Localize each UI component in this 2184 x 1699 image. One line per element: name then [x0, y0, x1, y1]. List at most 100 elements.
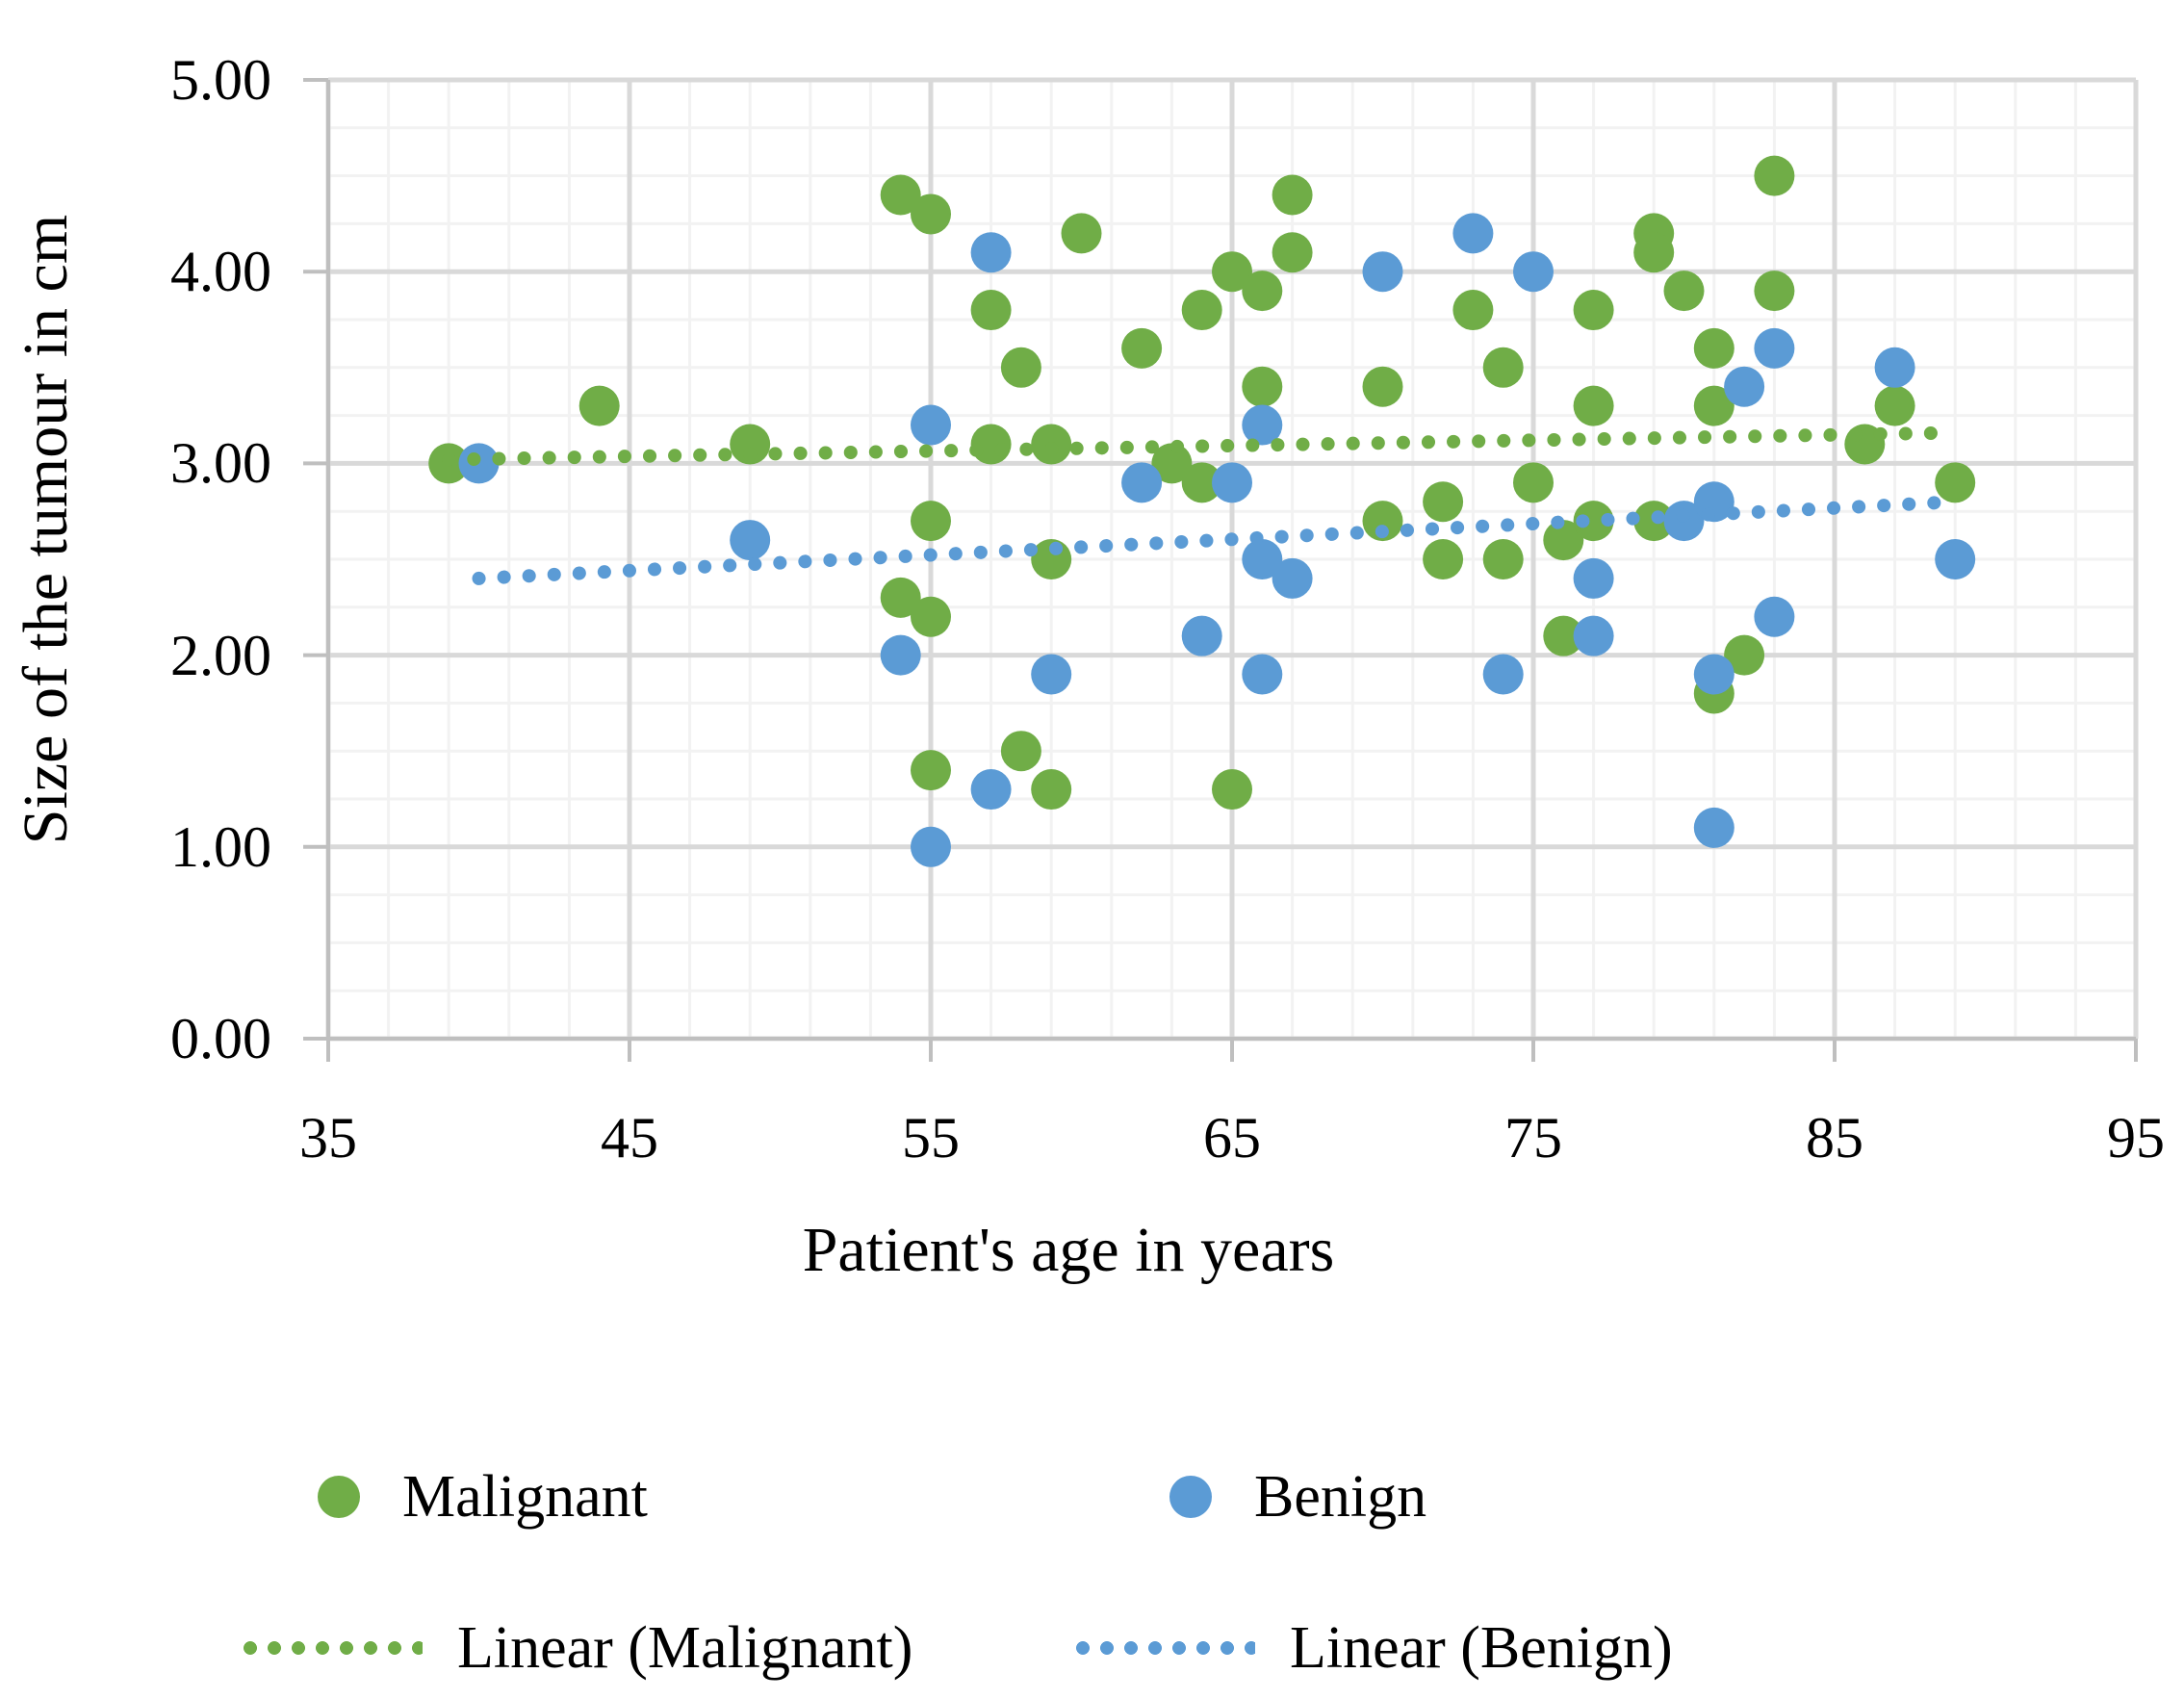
x-axis-title: Patient's age in years [802, 1215, 1335, 1285]
data-point-malignant [1573, 290, 1614, 331]
data-point-malignant [1151, 443, 1193, 484]
data-point-malignant [911, 193, 951, 235]
data-point-malignant [1242, 270, 1283, 312]
data-point-benign [1724, 366, 1765, 407]
data-point-malignant [1754, 155, 1795, 196]
data-point-malignant [1452, 290, 1494, 331]
data-point-benign [911, 826, 951, 867]
data-point-benign [1573, 615, 1614, 656]
data-point-benign [1242, 539, 1283, 579]
data-point-benign [1362, 251, 1403, 293]
legend-label-benign: Benign [1254, 1464, 1427, 1530]
x-tick-label: 35 [299, 1106, 357, 1170]
legend-item-linear-benign: Linear (Benign) [1076, 1618, 1673, 1678]
data-point-benign [1242, 404, 1283, 446]
data-point-malignant [1181, 462, 1222, 503]
data-point-benign [1031, 654, 1072, 695]
data-point-malignant [1482, 347, 1524, 388]
data-point-malignant [730, 424, 771, 465]
data-point-malignant [1724, 634, 1765, 676]
data-point-benign [1693, 807, 1734, 848]
data-point-malignant [1693, 327, 1734, 369]
x-tick-label: 85 [1806, 1106, 1863, 1170]
y-tick-label: 1.00 [170, 814, 271, 879]
data-point-benign [970, 769, 1012, 811]
data-point-malignant [1121, 327, 1163, 369]
data-point-malignant [1693, 385, 1734, 426]
data-point-malignant [1543, 520, 1584, 561]
data-point-malignant [911, 501, 951, 542]
data-point-malignant [1362, 366, 1403, 407]
data-point-malignant [1272, 174, 1313, 216]
data-point-benign [970, 232, 1012, 273]
data-point-benign [1513, 251, 1554, 293]
data-point-malignant [1754, 270, 1795, 312]
data-point-benign [1212, 462, 1252, 503]
data-point-benign [1754, 596, 1795, 637]
y-tick-label: 2.00 [170, 623, 271, 687]
data-point-malignant [1031, 769, 1072, 811]
data-point-benign [1935, 539, 1976, 579]
data-point-malignant [970, 290, 1012, 331]
benign-marker-icon [1169, 1476, 1212, 1518]
data-point-benign [1272, 557, 1313, 599]
data-point-benign [1482, 654, 1524, 695]
legend-item-malignant: Malignant [318, 1467, 648, 1527]
data-point-malignant [1362, 501, 1403, 542]
x-tick-label: 75 [1504, 1106, 1562, 1170]
data-point-malignant [1633, 232, 1675, 273]
legend-label-linear-malignant: Linear (Malignant) [457, 1615, 913, 1681]
data-point-malignant [1874, 385, 1915, 426]
data-point-malignant [1000, 731, 1041, 772]
data-point-malignant [911, 596, 951, 637]
trendline-malignant [442, 425, 1963, 467]
data-point-malignant [1573, 385, 1614, 426]
data-point-malignant [1663, 270, 1705, 312]
data-point-benign [730, 520, 771, 561]
data-point-malignant [880, 174, 921, 216]
legend-item-benign: Benign [1169, 1467, 1426, 1527]
benign-trendline-icon [1076, 1640, 1255, 1656]
data-point-malignant [578, 385, 620, 426]
x-tick-label: 55 [902, 1106, 960, 1170]
data-point-benign [880, 634, 921, 676]
data-point-malignant [1242, 366, 1283, 407]
data-point-benign [911, 404, 951, 446]
data-point-malignant [1513, 462, 1554, 503]
data-point-malignant [1212, 769, 1252, 811]
data-point-benign [1573, 557, 1614, 599]
data-point-benign [1874, 347, 1915, 388]
legend-label-malignant: Malignant [402, 1464, 648, 1530]
y-tick-label: 4.00 [170, 240, 271, 304]
legend-item-linear-malignant: Linear (Malignant) [244, 1618, 912, 1678]
data-point-malignant [1543, 615, 1584, 656]
data-point-malignant [1000, 347, 1041, 388]
data-point-malignant [1573, 501, 1614, 542]
data-point-benign [1181, 615, 1222, 656]
data-point-malignant [1482, 539, 1524, 579]
y-tick-label: 5.00 [170, 48, 271, 112]
data-point-benign [1754, 327, 1795, 369]
x-tick-label: 95 [2107, 1106, 2165, 1170]
y-tick-label: 0.00 [170, 1007, 271, 1070]
trendline-benign [472, 495, 1963, 585]
data-point-malignant [1935, 462, 1976, 503]
data-point-malignant [1212, 251, 1252, 293]
malignant-marker-icon [318, 1476, 360, 1518]
x-tick-label: 45 [601, 1106, 658, 1170]
data-point-malignant [1181, 290, 1222, 331]
data-point-malignant [1423, 539, 1464, 579]
data-point-malignant [1423, 481, 1464, 523]
data-point-malignant [911, 750, 951, 791]
data-point-malignant [880, 577, 921, 618]
data-point-benign [1121, 462, 1163, 503]
malignant-trendline-icon [244, 1640, 423, 1656]
legend-label-linear-benign: Linear (Benign) [1290, 1615, 1673, 1681]
data-point-malignant [1272, 232, 1313, 273]
data-point-benign [1693, 654, 1734, 695]
data-point-benign [1452, 213, 1494, 254]
data-point-benign [1242, 654, 1283, 695]
x-tick-label: 65 [1203, 1106, 1261, 1170]
